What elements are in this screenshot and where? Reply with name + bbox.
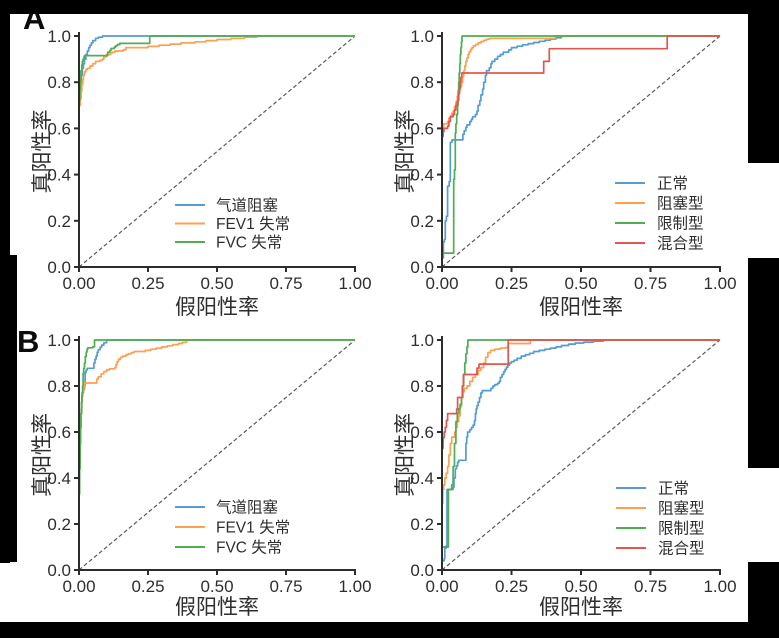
roc-a-right-legend-label-restrictive: 限制型: [657, 215, 704, 233]
roc-b-right-curve-mixed: [441, 339, 720, 570]
roc-b-right-x-tick-label: 1.00: [703, 577, 736, 596]
roc-b-left-legend-label-airway-obstruction: 气道阻塞: [216, 499, 278, 517]
roc-b-right-diagonal-reference-line: [441, 339, 721, 571]
roc-a-left-y-tick-label: 0.4: [47, 166, 71, 185]
roc-b-right-y-tick-label: 1.0: [410, 331, 434, 350]
roc-b-right-legend-label-normal: 正常: [658, 480, 689, 498]
roc-b-right-curve-normal: [441, 339, 720, 570]
roc-a-left-y-axis-title: 真阳性率: [31, 110, 54, 194]
roc-b-left-legend-label-fvc-abnormal: FVC 失常: [216, 539, 282, 557]
roc-b-right-y-tick-label: 0.8: [410, 377, 434, 396]
roc-a-right-x-tick-label: 0.75: [634, 274, 667, 293]
roc-a-right-diagonal-reference-line: [441, 35, 721, 268]
right-edge-gap-top: [748, 163, 779, 258]
roc-b-right-legend-label-mixed: 混合型: [658, 540, 705, 558]
roc-a-left-y-tick-label: 0.6: [47, 119, 71, 138]
roc-a-right: 0.00 0.25 0.50 0.75 1.00 0.0 0.2 0.4 0.6 0.8 1.0 假阳…: [394, 27, 737, 319]
roc-a-right-y-tick-label: 0.0: [410, 258, 434, 277]
roc-a-right-x-tick-label: 0.00: [425, 274, 458, 293]
roc-b-right-x-tick-label: 0.00: [425, 577, 458, 596]
roc-a-left-legend-label-fev1-abnormal: FEV1 失常: [216, 215, 290, 233]
right-edge-gap-bottom: [748, 468, 779, 562]
roc-a-left-y-tick-label: 1.0: [47, 27, 71, 46]
left-edge-gap-bottom: [0, 563, 10, 622]
roc-a-left-y-tick-label: 0.8: [47, 73, 71, 92]
roc-a-right-x-tick-label: 0.50: [564, 274, 597, 293]
roc-a-left-legend-label-airway-obstruction: 气道阻塞: [216, 197, 278, 215]
roc-b-left-legend-label-fev1-abnormal: FEV1 失常: [216, 519, 290, 537]
roc-a-right-y-tick-label: 0.4: [410, 166, 434, 185]
roc-a-right-legend-label-mixed: 混合型: [657, 235, 704, 253]
roc-b-right-y-tick-label: 0.6: [410, 423, 434, 442]
roc-a-left-x-tick-label: 1.00: [338, 274, 371, 293]
roc-a-right-y-tick-label: 0.6: [410, 119, 434, 138]
roc-b-right-legend-label-restrictive: 限制型: [658, 520, 705, 538]
roc-b-left-y-axis-title: 真阳性率: [31, 413, 54, 497]
roc-b-left-y-tick-label: 0.8: [47, 377, 71, 396]
roc-b-right-x-tick-label: 0.50: [564, 577, 597, 596]
border-left-wide-bar: [10, 255, 17, 562]
roc-a-right-y-tick-label: 1.0: [410, 27, 434, 46]
roc-b-left-y-tick-label: 0.6: [47, 423, 71, 442]
roc-a-left-curve-fev1-abnormal: [78, 35, 355, 267]
roc-a-right-legend-label-obstructive: 阻塞型: [657, 195, 704, 213]
roc-a-left-diagonal-reference-line: [78, 35, 356, 268]
roc-b-left-x-tick-label: 0.75: [269, 577, 302, 596]
roc-b-left-y-tick-label: 0.0: [47, 561, 71, 580]
roc-b-right-curve-restrictive: [441, 339, 720, 570]
roc-b-right-y-tick-label: 0.2: [410, 515, 434, 534]
roc-b-right-y-axis-title: 真阳性率: [394, 413, 417, 497]
roc-b-left-x-tick-label: 0.00: [62, 577, 95, 596]
roc-a-right-legend-label-normal: 正常: [657, 175, 688, 193]
roc-b-right-y-tick-label: 0.4: [410, 469, 434, 488]
roc-b-left: 0.00 0.25 0.50 0.75 1.00 0.0 0.2 0.4 0.6 0.8 1.0 假阳…: [31, 331, 372, 619]
roc-a-left-y-tick-label: 0.0: [47, 258, 71, 277]
roc-b-left-x-tick-label: 0.50: [200, 577, 233, 596]
roc-a-right-y-tick-label: 0.2: [410, 212, 434, 231]
roc-b-left-curve-fvc-abnormal: [78, 339, 355, 570]
roc-a-right-y-axis-title: 真阳性率: [394, 110, 417, 194]
roc-b-left-x-tick-label: 1.00: [338, 577, 371, 596]
roc-b-left-x-axis-title: 假阳性率: [175, 596, 259, 619]
roc-a-right-curve-mixed: [441, 35, 720, 267]
panel-label-b: B: [17, 324, 40, 359]
roc-a-left-y-tick-label: 0.2: [47, 212, 71, 231]
roc-a-left-curve-fvc-abnormal: [78, 35, 355, 267]
roc-b-right: 0.00 0.25 0.50 0.75 1.00 0.0 0.2 0.4 0.6 0.8 1.0 假阳…: [394, 331, 737, 619]
roc-a-left-x-axis-title: 假阳性率: [175, 296, 259, 319]
border-bottom-bar: [0, 622, 779, 638]
roc-b-left-legend: 气道阻塞 FEV1 失常 FVC 失常: [175, 499, 290, 557]
roc-b-right-curve-obstructive: [441, 339, 720, 570]
roc-b-right-x-tick-label: 0.25: [495, 577, 528, 596]
roc-a-right-x-axis-title: 假阳性率: [539, 296, 623, 319]
roc-b-right-legend-label-obstructive: 阻塞型: [658, 500, 705, 518]
roc-b-right-y-tick-label: 0.0: [410, 561, 434, 580]
roc-a-left-x-tick-label: 0.25: [131, 274, 164, 293]
border-top-bar: [0, 0, 779, 14]
roc-a-left-x-tick-label: 0.50: [200, 274, 233, 293]
roc-a-left-x-tick-label: 0.00: [62, 274, 95, 293]
roc-a-left: 0.00 0.25 0.50 0.75 1.00 0.0 0.2 0.4 0.6 0.8 1.0 假阳…: [31, 27, 372, 319]
roc-a-right-x-tick-label: 0.25: [495, 274, 528, 293]
roc-b-right-x-axis-title: 假阳性率: [539, 596, 623, 619]
figure-white-area: [10, 14, 748, 625]
roc-a-left-legend-label-fvc-abnormal: FVC 失常: [216, 234, 282, 252]
roc-b-left-y-tick-label: 1.0: [47, 331, 71, 350]
roc-b-left-x-tick-label: 0.25: [131, 577, 164, 596]
roc-a-right-y-tick-label: 0.8: [410, 73, 434, 92]
roc-a-right-curve-normal: [441, 35, 720, 267]
roc-b-left-y-tick-label: 0.2: [47, 515, 71, 534]
roc-b-left-diagonal-reference-line: [78, 339, 356, 571]
roc-b-right-x-tick-label: 0.75: [634, 577, 667, 596]
roc-a-right-x-tick-label: 1.00: [703, 274, 736, 293]
roc-a-left-x-tick-label: 0.75: [269, 274, 302, 293]
roc-b-left-y-tick-label: 0.4: [47, 469, 71, 488]
